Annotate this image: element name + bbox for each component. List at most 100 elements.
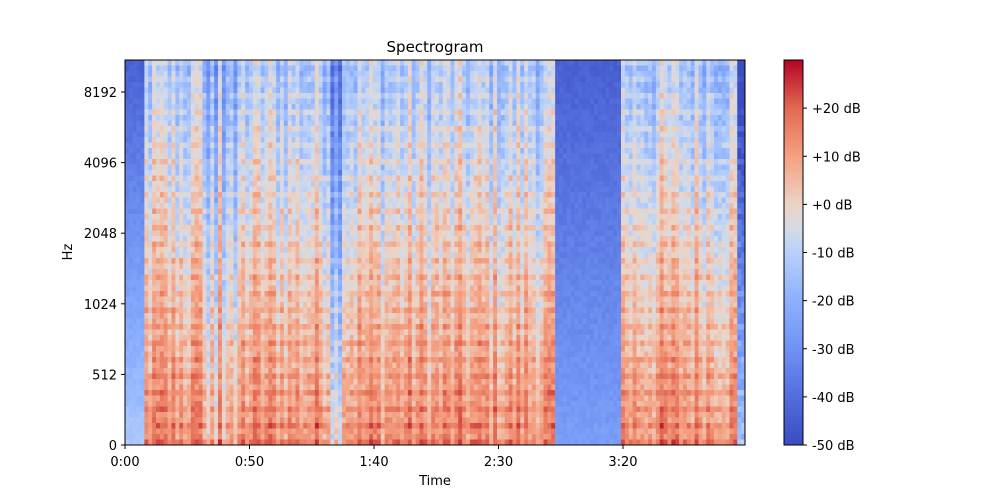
heatmap-cell [706,225,711,231]
heatmap-cell [481,203,486,209]
heatmap-cell [128,203,134,209]
heatmap-cell [380,214,385,220]
heatmap-cell [543,214,548,220]
heatmap-cell [624,170,630,176]
heatmap-cell [485,71,490,77]
heatmap-cell [605,115,610,121]
heatmap-cell [632,214,637,220]
heatmap-cell [617,126,622,132]
heatmap-cell [156,186,161,193]
heatmap-cell [376,153,382,160]
heatmap-cell [353,153,358,160]
heatmap-cell [276,192,281,198]
heatmap-cell [469,164,475,171]
heatmap-cell [415,98,420,105]
heatmap-cell [547,76,552,83]
heatmap-cell [710,131,715,138]
heatmap-cell [737,98,742,105]
heatmap-cell [252,93,258,99]
heatmap-cell [280,186,285,193]
heatmap-cell [624,82,630,88]
heatmap-cell [593,126,599,132]
heatmap-cell [326,142,331,149]
heatmap-cell [353,71,358,77]
heatmap-cell [690,98,695,105]
heatmap-cell [132,87,137,94]
heatmap-cell [535,109,540,116]
heatmap-cell [268,93,273,99]
heatmap-cell [128,60,134,66]
heatmap-cell [621,159,626,165]
heatmap-cell [206,186,211,193]
heatmap-cell [326,131,331,138]
heatmap-cell [473,104,478,110]
heatmap-cell [597,98,602,105]
heatmap-cell [597,208,602,215]
heatmap-cell [686,65,692,72]
heatmap-cell [225,126,230,132]
heatmap-cell [624,153,630,160]
heatmap-cell [733,71,738,77]
heatmap-cell [539,65,544,72]
heatmap-cell [241,82,246,88]
heatmap-cell [601,186,606,193]
heatmap-cell [349,186,354,193]
heatmap-cell [473,170,478,176]
heatmap-cell [198,82,203,88]
heatmap-cell [357,98,362,105]
heatmap-cell [241,159,246,165]
heatmap-cell [163,208,168,215]
heatmap-cell [221,225,227,231]
heatmap-cell [524,82,529,88]
heatmap-cell [667,71,672,77]
heatmap-cell [741,109,745,116]
heatmap-cell [245,93,250,99]
heatmap-cell [531,93,537,99]
heatmap-cell [159,98,165,105]
heatmap-cell [404,192,409,198]
heatmap-cell [342,137,347,143]
heatmap-cell [593,203,599,209]
heatmap-cell [659,208,664,215]
heatmap-cell [582,208,587,215]
heatmap-cell [477,104,482,110]
heatmap-cell [438,126,444,132]
heatmap-cell [140,181,145,187]
heatmap-cell [493,225,498,231]
heatmap-cell [214,170,219,176]
heatmap-cell [500,142,506,149]
heatmap-cell [334,87,339,94]
heatmap-cell [524,148,529,154]
heatmap-cell [411,137,416,143]
heatmap-cell [524,120,529,127]
heatmap-cell [721,175,726,182]
heatmap-cell [628,219,633,226]
heatmap-cell [218,137,223,143]
heatmap-cell [125,159,130,165]
heatmap-cell [469,214,475,220]
heatmap-cell [295,71,300,77]
heatmap-cell [535,219,540,226]
heatmap-cell [686,71,692,77]
heatmap-cell [287,60,292,66]
heatmap-cell [559,126,564,132]
heatmap-cell [256,225,261,231]
heatmap-cell [167,230,172,237]
heatmap-cell [473,153,478,160]
heatmap-cell [652,219,657,226]
heatmap-cell [721,153,726,160]
heatmap-cell [210,71,215,77]
heatmap-cell [675,137,680,143]
heatmap-cell [543,115,548,121]
heatmap-cell [407,214,413,220]
heatmap-cell [388,153,393,160]
heatmap-cell [574,126,579,132]
heatmap-cell [272,104,277,110]
heatmap-cell [140,142,145,149]
heatmap-cell [725,98,730,105]
heatmap-cell [314,65,320,72]
heatmap-cell [384,159,389,165]
heatmap-cell [458,214,463,220]
heatmap-cell [311,192,316,198]
heatmap-cell [702,126,707,132]
